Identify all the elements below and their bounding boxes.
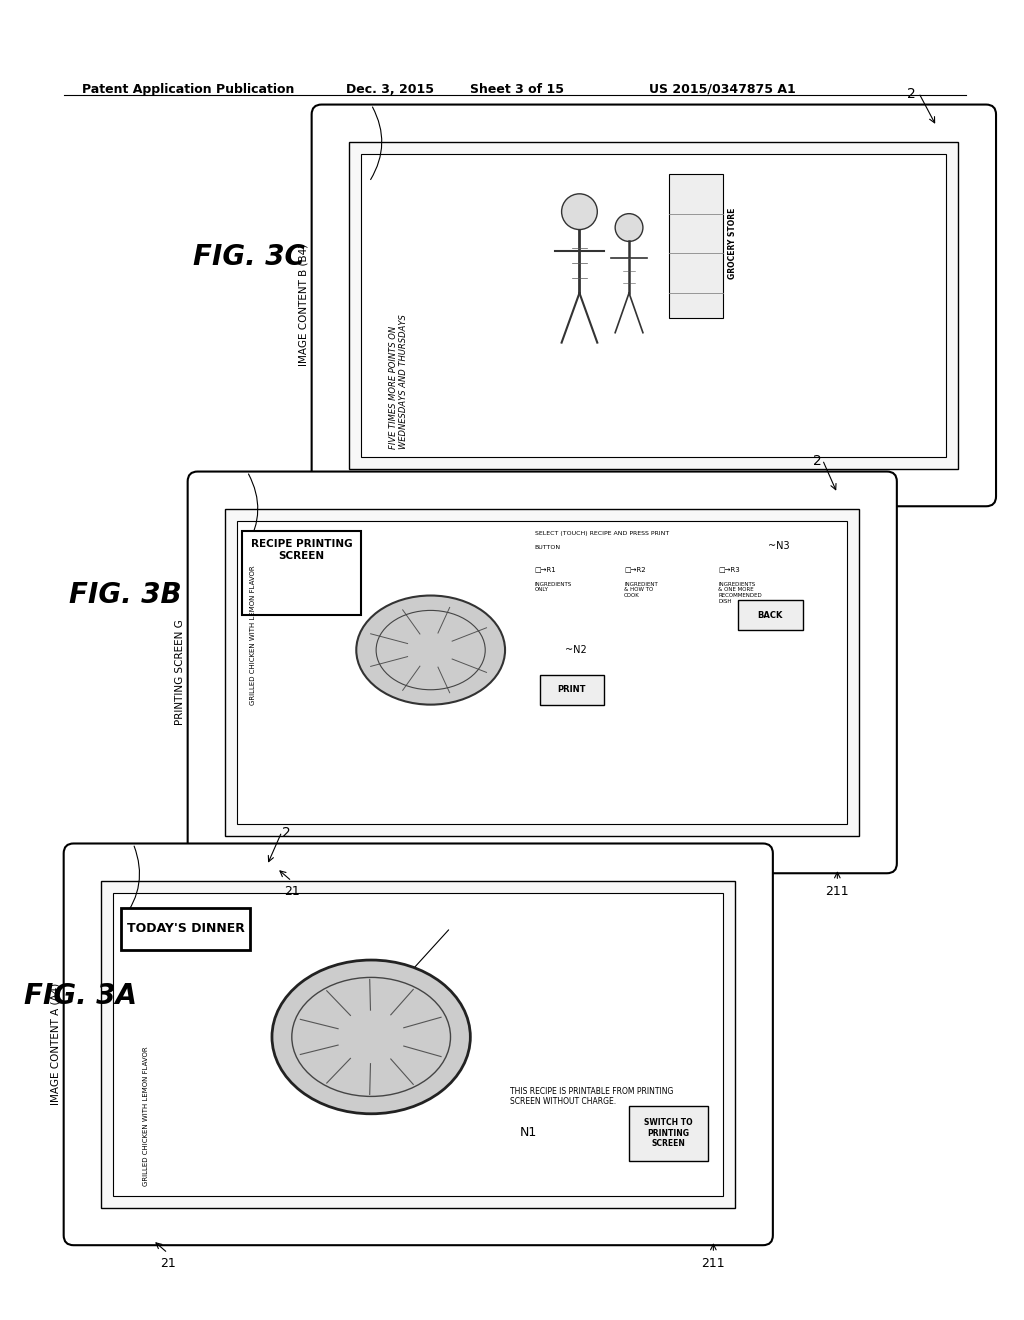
Text: □→R3: □→R3 (718, 566, 740, 572)
Bar (669, 174, 723, 318)
Text: US 2015/0347875 A1: US 2015/0347875 A1 (649, 83, 796, 96)
Text: 211: 211 (825, 886, 849, 898)
Text: PRINTING SCREEN G: PRINTING SCREEN G (175, 619, 184, 725)
Ellipse shape (272, 960, 470, 1114)
Text: SWITCH TO
PRINTING
SCREEN: SWITCH TO PRINTING SCREEN (644, 1118, 693, 1148)
Text: RECIPE PRINTING
SCREEN: RECIPE PRINTING SCREEN (251, 539, 352, 561)
Text: 2: 2 (907, 87, 915, 100)
Bar (101, 882, 735, 1208)
Text: GRILLED CHICKEN WITH LEMON FLAVOR: GRILLED CHICKEN WITH LEMON FLAVOR (143, 1045, 150, 1185)
Text: 21: 21 (160, 1257, 176, 1270)
Text: FIG. 3C: FIG. 3C (193, 243, 304, 272)
Text: Patent Application Publication: Patent Application Publication (82, 83, 294, 96)
Text: ~N3: ~N3 (768, 541, 790, 550)
Text: TODAY'S DINNER: TODAY'S DINNER (127, 923, 245, 936)
FancyBboxPatch shape (187, 471, 897, 874)
Text: ~N2: ~N2 (564, 645, 587, 655)
Bar (114, 894, 723, 1196)
Text: INGREDIENTS
ONLY: INGREDIENTS ONLY (535, 582, 572, 593)
Text: INGREDIENT
& HOW TO
COOK: INGREDIENT & HOW TO COOK (624, 582, 657, 598)
Text: PRINT: PRINT (557, 685, 586, 694)
Bar (121, 908, 250, 949)
Circle shape (561, 194, 597, 230)
Bar (738, 601, 803, 630)
Bar (243, 531, 361, 615)
Bar (540, 675, 604, 705)
FancyBboxPatch shape (63, 843, 773, 1245)
Bar (361, 154, 946, 457)
Text: SELECT (TOUCH) RECIPE AND PRESS PRINT: SELECT (TOUCH) RECIPE AND PRESS PRINT (535, 531, 669, 536)
Text: THIS RECIPE IS PRINTABLE FROM PRINTING
SCREEN WITHOUT CHARGE.: THIS RECIPE IS PRINTABLE FROM PRINTING S… (510, 1086, 674, 1106)
Text: IMAGE CONTENT B (B4): IMAGE CONTENT B (B4) (299, 244, 308, 366)
Ellipse shape (356, 595, 505, 705)
Text: FIG. 3B: FIG. 3B (69, 581, 181, 609)
Text: N1: N1 (520, 1126, 538, 1139)
Text: BACK: BACK (757, 611, 782, 620)
Bar (349, 143, 958, 469)
Text: FIG. 3A: FIG. 3A (24, 982, 137, 1010)
Text: BUTTON: BUTTON (535, 545, 561, 550)
Text: 2: 2 (282, 825, 291, 840)
Text: IMAGE CONTENT A (A4): IMAGE CONTENT A (A4) (51, 982, 60, 1105)
Text: 211: 211 (701, 1257, 725, 1270)
Text: Sheet 3 of 15: Sheet 3 of 15 (470, 83, 564, 96)
FancyBboxPatch shape (311, 104, 996, 507)
Text: GROCERY STORE: GROCERY STORE (728, 207, 737, 279)
Text: GRILLED CHICKEN WITH LEMON FLAVOR: GRILLED CHICKEN WITH LEMON FLAVOR (250, 565, 256, 705)
Text: Dec. 3, 2015: Dec. 3, 2015 (346, 83, 434, 96)
Text: 2: 2 (812, 454, 821, 467)
Circle shape (615, 214, 643, 242)
Text: INGREDIENTS
& ONE MORE
RECOMMENDED
DISH: INGREDIENTS & ONE MORE RECOMMENDED DISH (718, 582, 762, 605)
Bar (238, 521, 847, 824)
Text: 21: 21 (284, 886, 300, 898)
Bar (629, 1106, 709, 1160)
Text: FIVE TIMES MORE POINTS ON
WEDNESDAYS AND THURSDAYS: FIVE TIMES MORE POINTS ON WEDNESDAYS AND… (389, 314, 409, 449)
Text: □→R1: □→R1 (535, 566, 557, 572)
Bar (225, 510, 859, 836)
Text: □→R2: □→R2 (624, 566, 646, 572)
